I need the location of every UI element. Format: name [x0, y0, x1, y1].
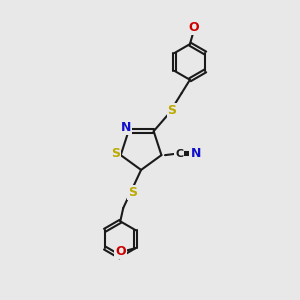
- Text: S: S: [168, 104, 177, 118]
- Text: C: C: [175, 148, 183, 159]
- Text: S: S: [128, 186, 137, 199]
- Text: N: N: [190, 147, 201, 160]
- Text: S: S: [111, 147, 120, 160]
- Text: N: N: [121, 121, 131, 134]
- Text: O: O: [188, 21, 199, 34]
- Text: O: O: [115, 244, 126, 258]
